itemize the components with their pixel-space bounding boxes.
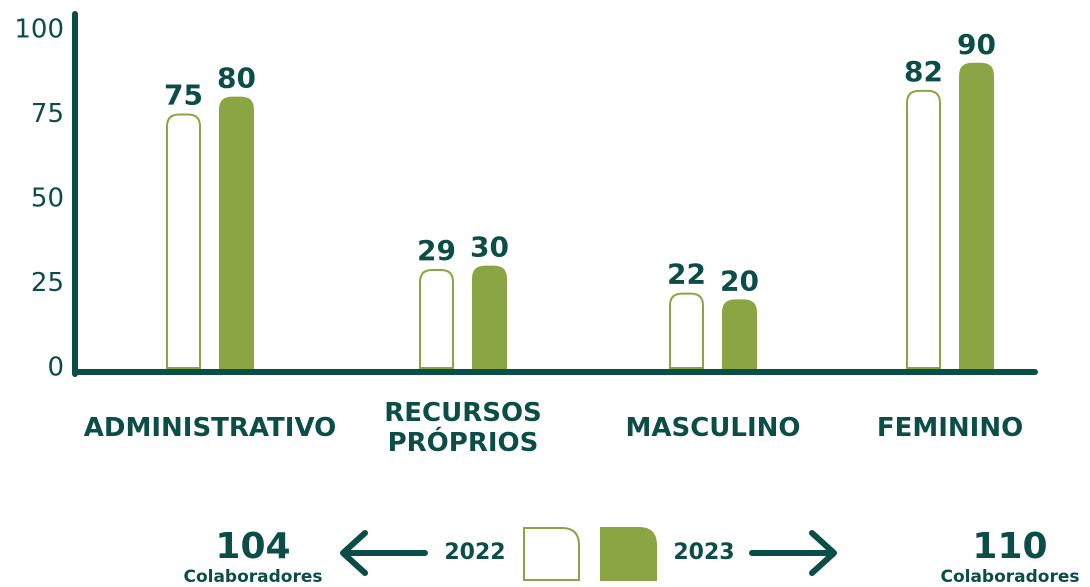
value-label: 29: [417, 234, 456, 267]
right-arrow: [749, 530, 837, 576]
y-tick-label: 100: [14, 15, 64, 45]
bar: [472, 265, 507, 369]
x-tick-label: ADMINISTRATIVO: [83, 413, 337, 443]
value-label: 90: [957, 28, 996, 61]
value-label: 30: [470, 231, 509, 264]
total-2022: 104: [215, 526, 290, 567]
bar: [669, 292, 704, 369]
total-2023: 110: [972, 526, 1047, 567]
legend-swatch: [523, 527, 580, 581]
y-tick-label: 50: [31, 184, 64, 214]
legend-swatch: [600, 527, 657, 581]
left-arrow: [340, 530, 428, 576]
bar: [722, 299, 757, 369]
total-label: Colaboradores: [940, 567, 1079, 587]
y-tick-label: 25: [31, 268, 64, 298]
total-label: Colaboradores: [183, 567, 322, 587]
y-tick-label: 75: [31, 99, 64, 129]
bar: [166, 113, 201, 369]
x-tick-label: MASCULINO: [625, 413, 801, 443]
legend-label: 2023: [673, 540, 734, 565]
value-label: 22: [667, 258, 706, 291]
bar: [419, 268, 454, 369]
bar: [959, 62, 994, 369]
x-tick-label: FEMININO: [876, 413, 1024, 443]
value-label: 20: [720, 264, 759, 297]
value-label: 80: [217, 62, 256, 95]
bar: [906, 89, 941, 369]
legend-label: 2022: [444, 540, 505, 565]
x-tick-label: RECURSOS PRÓPRIOS: [384, 398, 542, 458]
bar: [219, 96, 254, 369]
y-tick-label: 0: [47, 353, 64, 383]
value-label: 82: [904, 55, 943, 88]
value-label: 75: [164, 79, 203, 112]
